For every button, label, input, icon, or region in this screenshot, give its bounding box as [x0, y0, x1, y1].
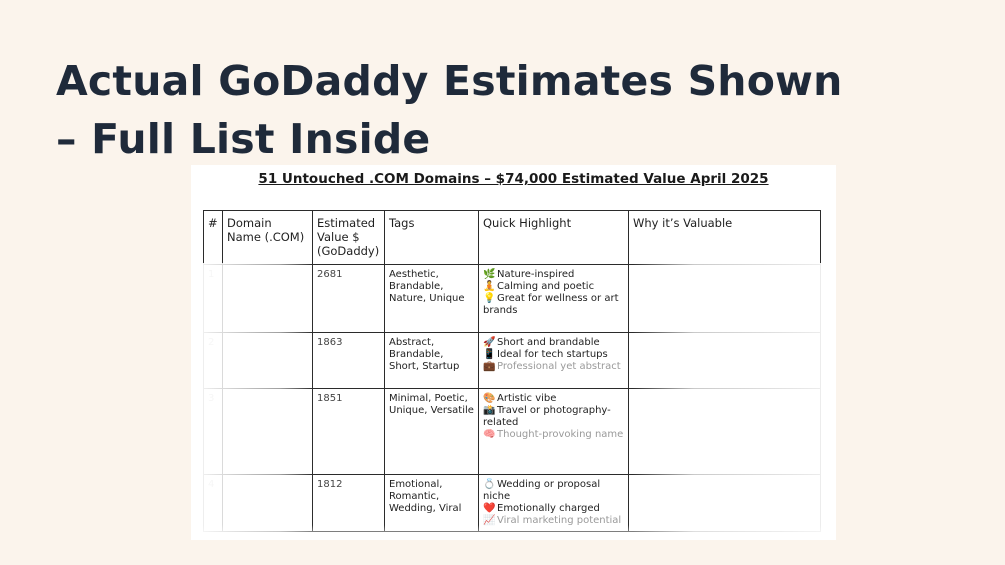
slide-title-line-1: Actual GoDaddy Estimates Shown: [56, 57, 843, 105]
why-valuable-cell: [628, 264, 821, 333]
table-row: 3 1851 Minimal, Poetic, Unique, Versatil…: [203, 388, 821, 475]
highlight-item: 📸 Travel or photography-related: [483, 405, 624, 429]
table-row: 4 1812 Emotional, Romantic, Wedding, Vir…: [203, 474, 821, 532]
highlight-text: Calming and poetic: [497, 281, 595, 292]
highlight-item: 🌿 Nature-inspired: [483, 269, 624, 281]
highlight-item: 📱 Ideal for tech startups: [483, 349, 624, 361]
table-header-row: # Domain Name (.COM) Estimated Value $ (…: [203, 210, 821, 265]
herb-icon: 🌿: [483, 269, 496, 280]
highlight-cell: 🚀 Short and brandable 📱 Ideal for tech sta…: [478, 332, 629, 389]
highlight-text: Thought-provoking name: [497, 429, 624, 440]
camera-icon: 📸: [483, 405, 496, 416]
highlight-item: 💼 Professional yet abstract: [483, 361, 624, 373]
highlight-text: Travel or photography-related: [483, 405, 611, 428]
highlight-text: Viral marketing potential: [497, 515, 622, 526]
domain-list-heading: 51 Untouched .COM Domains – $74,000 Esti…: [258, 171, 769, 187]
why-valuable-cell: [628, 332, 821, 389]
estimated-value: 2681: [312, 264, 385, 333]
column-header-highlight: Quick Highlight: [478, 210, 629, 265]
highlight-cell: 🎨 Artistic vibe 📸 Travel or photography-re…: [478, 388, 629, 475]
domain-name-cell: [222, 474, 313, 532]
table-row: 1 2681 Aesthetic, Brandable, Nature, Uni…: [203, 264, 821, 333]
highlight-text: Short and brandable: [497, 337, 600, 348]
table-row: 2 1863 Abstract, Brandable, Short, Start…: [203, 332, 821, 389]
domain-table: # Domain Name (.COM) Estimated Value $ (…: [203, 210, 821, 532]
column-header-number: #: [203, 210, 223, 265]
estimated-value: 1851: [312, 388, 385, 475]
highlight-text: Ideal for tech startups: [497, 349, 608, 360]
row-number: 1: [203, 264, 223, 333]
column-header-tags: Tags: [384, 210, 479, 265]
highlight-item: 💡 Great for wellness or art brands: [483, 293, 624, 317]
column-header-value: Estimated Value $ (GoDaddy): [312, 210, 385, 265]
highlight-text: Nature-inspired: [497, 269, 575, 280]
highlight-item: 🎨 Artistic vibe: [483, 393, 624, 405]
briefcase-icon: 💼: [483, 361, 496, 372]
rocket-icon: 🚀: [483, 337, 496, 348]
chart-up-icon: 📈: [483, 515, 496, 526]
why-valuable-cell: [628, 388, 821, 475]
domain-name-cell: [222, 388, 313, 475]
highlight-item: 🚀 Short and brandable: [483, 337, 624, 349]
highlight-text: Artistic vibe: [497, 393, 557, 404]
brain-icon: 🧠: [483, 429, 496, 440]
highlight-item: ❤️ Emotionally charged: [483, 503, 624, 515]
tags-cell: Abstract, Brandable, Short, Startup: [384, 332, 479, 389]
row-number: 4: [203, 474, 223, 532]
highlight-cell: 🌿 Nature-inspired 🧘 Calming and poetic 💡 Gr…: [478, 264, 629, 333]
estimated-value: 1863: [312, 332, 385, 389]
heart-icon: ❤️: [483, 503, 496, 514]
highlight-text: Great for wellness or art brands: [483, 293, 619, 316]
why-valuable-cell: [628, 474, 821, 532]
highlight-item: 🧘 Calming and poetic: [483, 281, 624, 293]
slide-title-line-2: – Full List Inside: [56, 115, 431, 163]
highlight-item: 📈 Viral marketing potential: [483, 515, 624, 527]
highlight-text: Professional yet abstract: [497, 361, 621, 372]
column-header-domain: Domain Name (.COM): [222, 210, 313, 265]
slide-title: Actual GoDaddy Estimates Shown – Full Li…: [56, 52, 956, 168]
lightbulb-icon: 💡: [483, 293, 496, 304]
tags-cell: Aesthetic, Brandable, Nature, Unique: [384, 264, 479, 333]
phone-icon: 📱: [483, 349, 496, 360]
highlight-item: 🧠 Thought-provoking name: [483, 429, 624, 441]
tags-cell: Minimal, Poetic, Unique, Versatile: [384, 388, 479, 475]
estimated-value: 1812: [312, 474, 385, 532]
domain-list-screenshot: 51 Untouched .COM Domains – $74,000 Esti…: [191, 165, 836, 540]
column-header-why: Why it’s Valuable: [628, 210, 821, 265]
meditation-icon: 🧘: [483, 281, 496, 292]
highlight-item: 💍 Wedding or proposal niche: [483, 479, 624, 503]
highlight-text: Emotionally charged: [497, 503, 600, 514]
domain-name-cell: [222, 332, 313, 389]
ring-icon: 💍: [483, 479, 496, 490]
palette-icon: 🎨: [483, 393, 496, 404]
highlight-text: Wedding or proposal niche: [483, 479, 601, 502]
row-number: 3: [203, 388, 223, 475]
domain-name-cell: [222, 264, 313, 333]
tags-cell: Emotional, Romantic, Wedding, Viral: [384, 474, 479, 532]
row-number: 2: [203, 332, 223, 389]
highlight-cell: 💍 Wedding or proposal niche ❤️ Emotionally…: [478, 474, 629, 532]
